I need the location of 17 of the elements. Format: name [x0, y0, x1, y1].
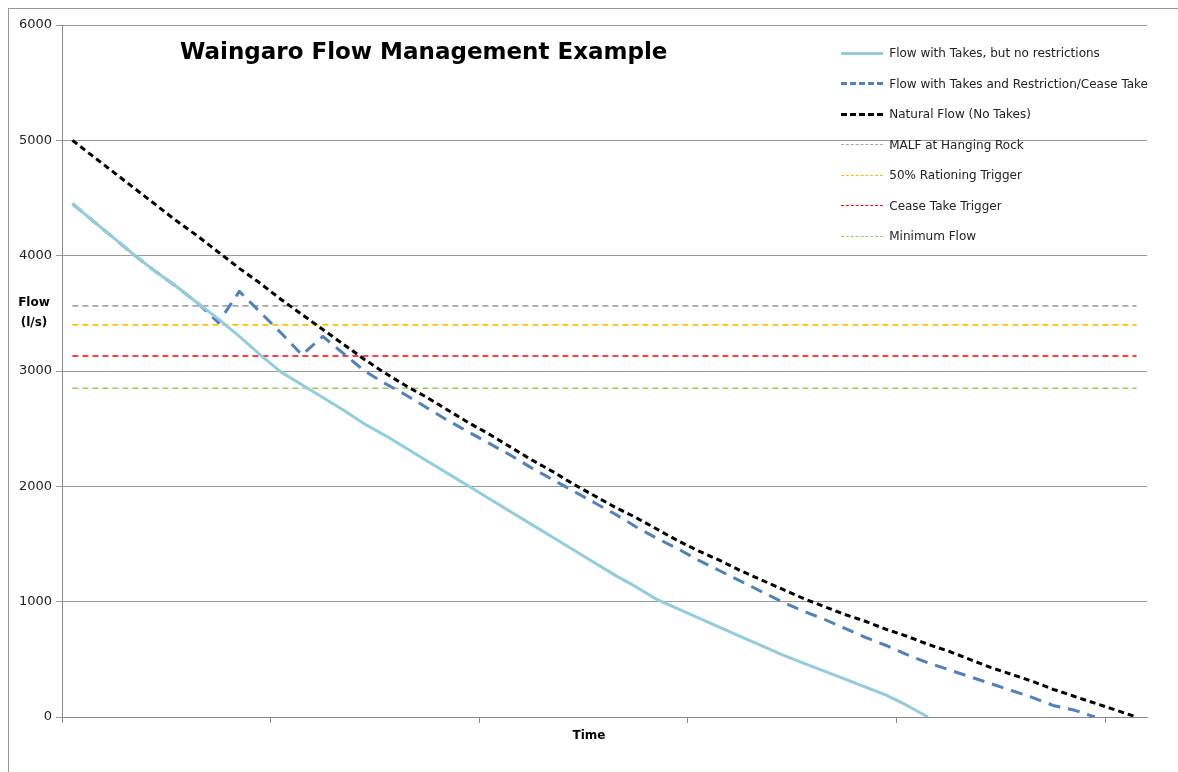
y-tick-label: 4000 [18, 247, 52, 263]
y-axis-title: Flow (l/s) [17, 294, 51, 331]
legend-label: MALF at Hanging Rock [889, 137, 1024, 152]
legend-label: Flow with Takes, but no restrictions [889, 46, 1100, 61]
legend-label: 50% Rationing Trigger [889, 168, 1022, 183]
legend-label: Natural Flow (No Takes) [889, 107, 1031, 122]
text: Waingaro Flow Management Example [180, 38, 668, 64]
y-tick-label: 1000 [18, 593, 52, 609]
legend-label: Minimum Flow [889, 229, 977, 244]
legend-label: Flow with Takes and Restriction/Cease Take [889, 76, 1148, 91]
x-axis-title: Time [571, 728, 607, 742]
y-tick-label: 3000 [18, 362, 52, 378]
legend-label: Cease Take Trigger [889, 198, 1002, 213]
y-tick-label: 0 [43, 708, 52, 724]
y-tick-label: 5000 [18, 131, 52, 147]
y-tick-label: 2000 [18, 477, 52, 493]
y-tick-label: 6000 [18, 16, 52, 32]
